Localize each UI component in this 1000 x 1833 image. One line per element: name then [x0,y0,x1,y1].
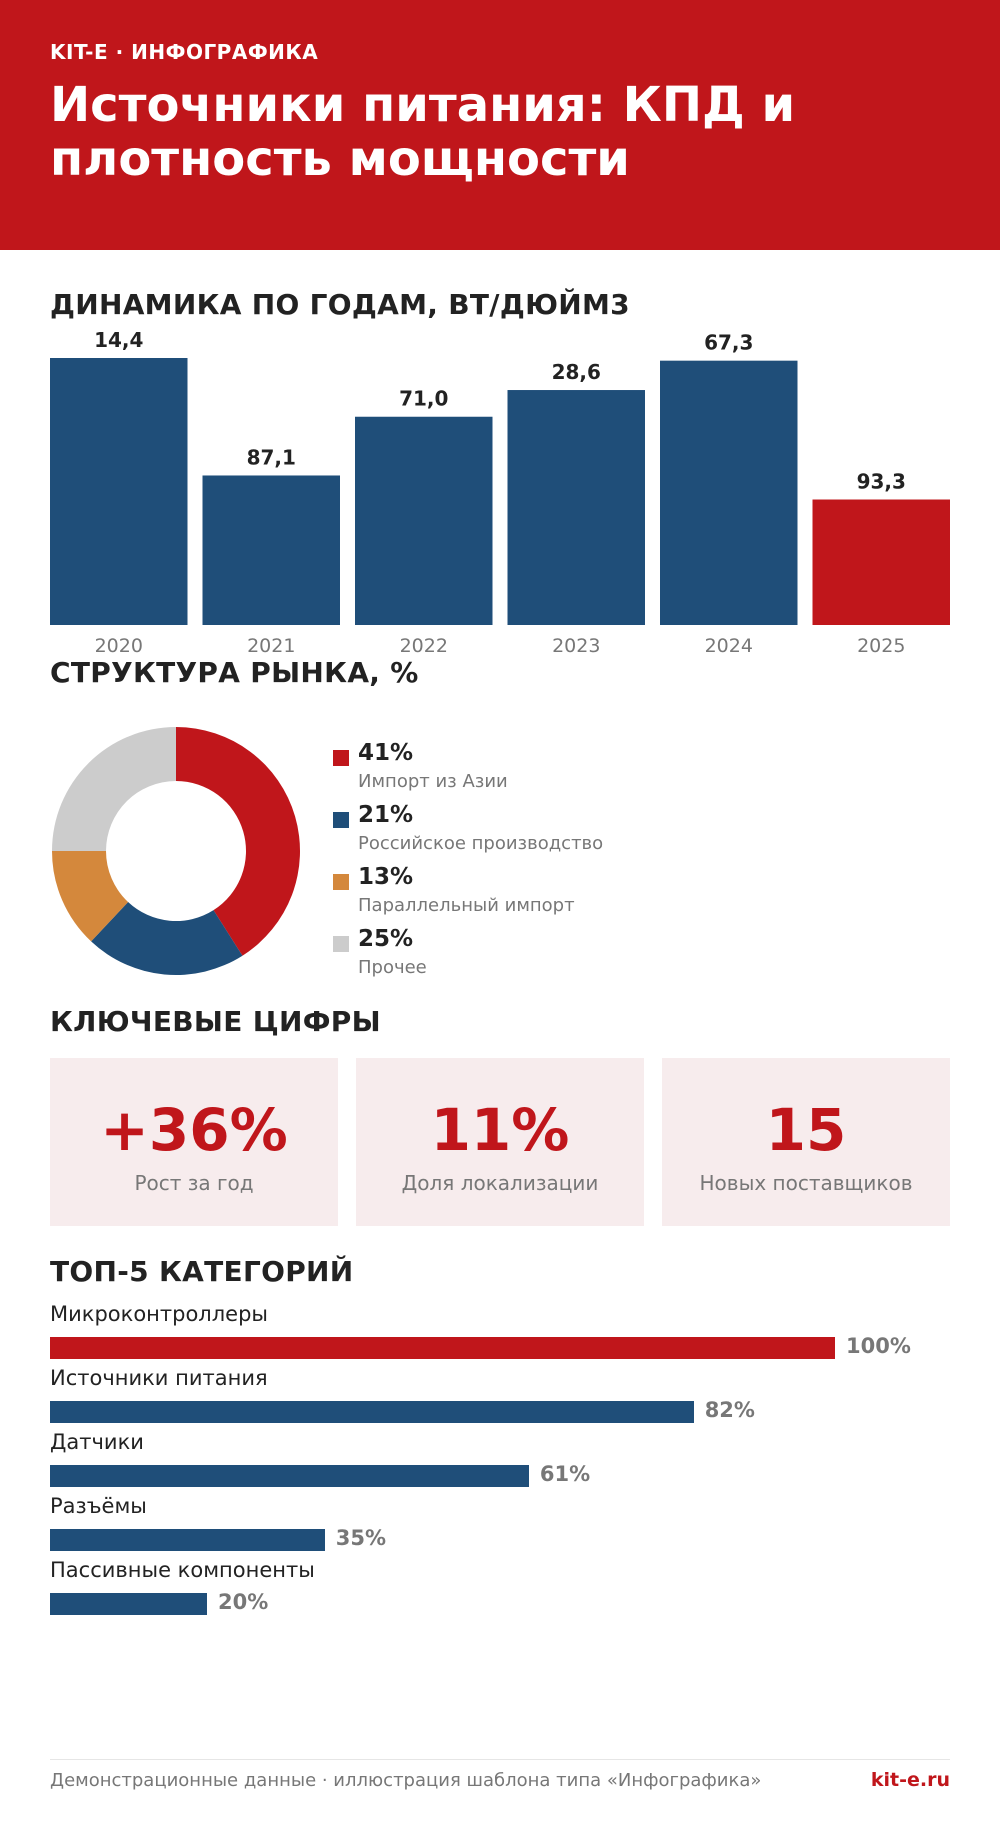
category-row: Источники питания 82% [50,1366,950,1430]
legend-swatch [333,874,349,890]
brand-label: KIT-E · ИНФОГРАФИКА [50,40,319,64]
category-bar [50,1337,835,1359]
market-donut-chart [52,727,300,975]
footer-site-link[interactable]: kit-e.ru [870,1769,950,1791]
category-label: Датчики [50,1430,144,1454]
dynamics-title: ДИНАМИКА ПО ГОДАМ, ВТ/ДЮЙМ3 [50,288,630,321]
footer-note: Демонстрационные данные · иллюстрация ша… [50,1770,762,1791]
legend-swatch [333,812,349,828]
bar-value-label: 93,3 [857,470,906,494]
category-bar [50,1465,529,1487]
donut-slice-1 [91,902,243,975]
bar-2022 [355,416,493,625]
category-track [50,1465,835,1487]
top5-bar-chart: Микроконтроллеры 100% Источники питания 82%… [50,1302,950,1622]
legend-item: 25% Прочее [333,926,933,988]
donut-slice-3 [52,727,176,851]
legend-value: 21% [358,802,414,828]
category-row: Пассивные компоненты 20% [50,1558,950,1622]
bar-value-label: 67,3 [704,331,753,355]
category-row: Микроконтроллеры 100% [50,1302,950,1366]
donut-slice-0 [176,727,300,956]
bar-category-label: 2025 [857,635,905,657]
kpi-row: +36% Рост за год 11% Доля локализации 15… [50,1058,950,1226]
category-label: Разъёмы [50,1494,147,1518]
category-track [50,1337,835,1359]
kpi-card-growth: +36% Рост за год [50,1058,338,1226]
category-percent: 100% [846,1334,911,1358]
category-track [50,1529,835,1551]
kpi-value: 15 [765,1096,847,1164]
bar-category-label: 2021 [247,635,295,657]
bar-value-label: 71,0 [399,387,448,411]
category-track [50,1593,835,1615]
legend-item: 21% Российское производство [333,802,933,864]
category-percent: 20% [218,1590,269,1614]
page-title: Источники питания: КПД и плотность мощно… [50,77,796,187]
category-row: Разъёмы 35% [50,1494,950,1558]
legend-label: Параллельный импорт [358,895,575,916]
category-percent: 61% [539,1462,591,1486]
legend-value: 25% [358,926,414,952]
top5-title: ТОП-5 КАТЕГОРИЙ [50,1255,354,1288]
bar-value-label: 14,4 [94,328,143,352]
category-label: Источники питания [50,1366,268,1390]
footer-divider [50,1759,950,1760]
kpi-value: +36% [100,1096,288,1164]
category-label: Пассивные компоненты [50,1558,315,1582]
category-percent: 35% [335,1526,387,1550]
yearly-bar-chart: 14,4 2020 87,1 2021 71,0 2022 28,6 2023 67,3 2024… [50,328,950,657]
bar-category-label: 2023 [552,635,600,657]
legend-label: Российское производство [358,833,604,854]
kpi-title: КЛЮЧЕВЫЕ ЦИФРЫ [50,1005,381,1038]
category-percent: 82% [704,1398,755,1422]
bar-category-label: 2020 [95,635,143,657]
kpi-card-localization: 11% Доля локализации [356,1058,644,1226]
category-bar [50,1593,207,1615]
bar-value-label: 28,6 [552,360,601,384]
legend-swatch [333,750,349,766]
category-bar [50,1529,325,1551]
bar-value-label: 87,1 [247,445,296,469]
kpi-label: Доля локализации [401,1171,599,1195]
legend-item: 41% Импорт из Азии [333,740,933,802]
donut-slice-2 [52,851,129,942]
category-track [50,1401,835,1423]
bar-category-label: 2024 [705,635,753,657]
category-row: Датчики 61% [50,1430,950,1494]
bar-2021 [202,475,340,625]
bar-2025 [812,499,950,625]
bar-category-label: 2022 [400,635,448,657]
legend-swatch [333,936,349,952]
header-banner: KIT-E · ИНФОГРАФИКА Источники питания: К… [0,0,1000,250]
kpi-card-suppliers: 15 Новых поставщиков [662,1058,950,1226]
kpi-label: Новых поставщиков [699,1171,913,1195]
donut-legend: 41% Импорт из Азии 21% Российское производс… [333,740,933,988]
legend-label: Прочее [358,957,427,978]
category-bar [50,1401,694,1423]
structure-title: СТРУКТУРА РЫНКА, % [50,656,419,689]
kpi-value: 11% [430,1096,570,1164]
legend-value: 41% [358,740,414,766]
category-label: Микроконтроллеры [50,1302,268,1326]
legend-item: 13% Параллельный импорт [333,864,933,926]
legend-value: 13% [358,864,414,890]
bar-2020 [50,358,188,625]
legend-label: Импорт из Азии [358,771,508,792]
bar-2024 [660,360,798,625]
bar-2023 [507,390,645,625]
kpi-label: Рост за год [134,1171,254,1195]
